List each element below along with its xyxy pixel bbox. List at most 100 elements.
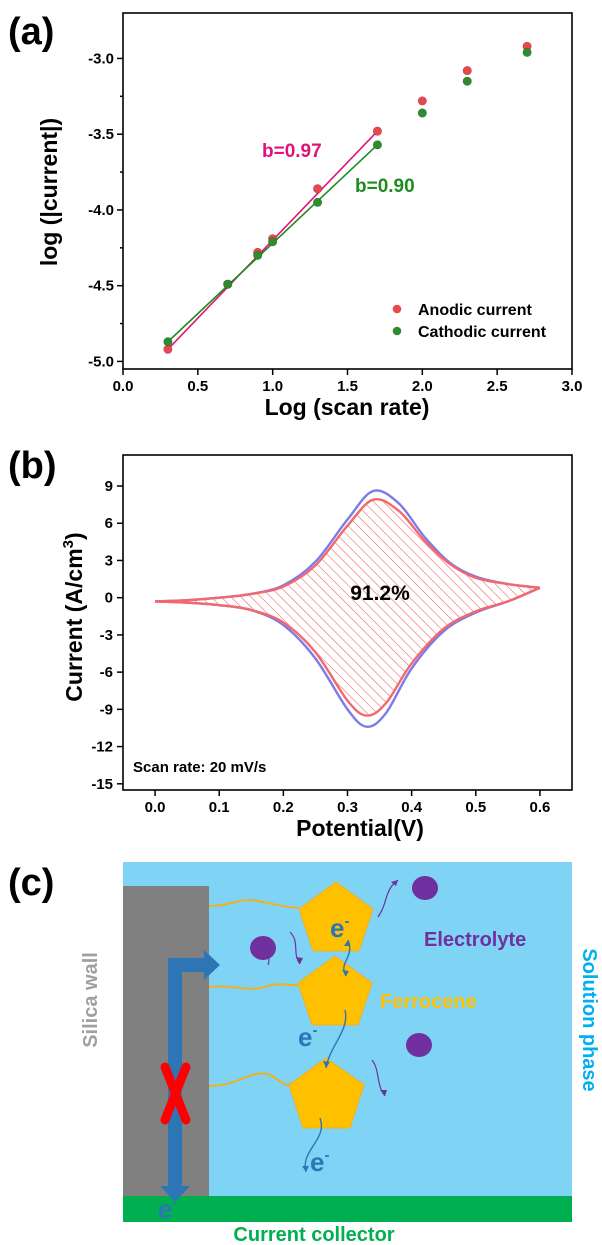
electron-3-sup: - xyxy=(324,1147,329,1164)
electron-label-1: e- xyxy=(330,913,349,943)
ferrocene-pentagon-3 xyxy=(288,1057,365,1129)
electron-1-sup: - xyxy=(344,913,349,930)
blocked-path-mark xyxy=(160,1062,191,1125)
current-collector-bar xyxy=(123,1196,572,1222)
ferrocene-pentagon-1 xyxy=(298,881,374,952)
hatched-area xyxy=(155,499,540,716)
chart-b-ticks: 0.0 0.1 0.2 0.3 0.4 0.5 0.6 9 6 3 0 -3 -6 -9 -12 -15 xyxy=(91,478,550,816)
electrolyte-ion-1 xyxy=(412,876,438,900)
anodic-point xyxy=(462,65,472,76)
hop-arrowhead-4 xyxy=(302,1166,309,1172)
electrolyte-ion-2 xyxy=(250,936,276,960)
cathodic-point xyxy=(312,197,323,207)
block-stroke-2 xyxy=(160,1062,191,1125)
electron-2-base: e xyxy=(298,1022,312,1052)
ion-arrow-3 xyxy=(266,937,271,966)
chart-a-xtick-label: 1.5 xyxy=(337,378,358,395)
legend-label-cathodic: Cathodic current xyxy=(418,324,547,341)
ferrocene-pentagon-2 xyxy=(297,955,373,1026)
hop-arrowhead-2 xyxy=(342,970,349,976)
chart-a-xtick-label: 2.5 xyxy=(487,378,508,395)
diagram-c: e- e- e- e- Electrolyte Ferrocene Silica… xyxy=(80,862,600,1245)
panel-a-label: (a) xyxy=(8,11,54,53)
chart-b-xtick-label: 0.1 xyxy=(209,799,230,816)
anodic-point xyxy=(372,126,383,136)
chart-a-points xyxy=(163,41,532,354)
cathodic-point xyxy=(253,250,263,260)
chart-b-xtick-label: 0.2 xyxy=(273,799,294,816)
cathodic-point xyxy=(163,337,173,347)
chart-a-ytick-label: -3.0 xyxy=(88,50,114,67)
linker-middle xyxy=(208,983,299,990)
chart-a-xtick-label: 1.0 xyxy=(262,378,283,395)
chart-b-xtick-label: 0.6 xyxy=(529,799,550,816)
electron-4-base: e xyxy=(158,1194,172,1224)
panel-b-label: (b) xyxy=(8,445,57,487)
scan-rate-note: Scan rate: 20 mV/s xyxy=(133,759,266,776)
chart-a-xtick-label: 3.0 xyxy=(562,378,583,395)
cv-inner-lower-curve xyxy=(155,586,541,717)
cathodic-point xyxy=(268,237,278,247)
chart-a-xlabel: Log (scan rate) xyxy=(265,394,430,420)
chart-b-curves xyxy=(155,489,541,728)
panel-c-label: (c) xyxy=(8,862,54,904)
electron-2-sup: - xyxy=(312,1022,317,1039)
legend-marker-anodic xyxy=(392,304,402,314)
legend-a: Anodic current Cathodic current xyxy=(392,302,547,341)
chart-b-ytick-label: 0 xyxy=(105,590,113,607)
electron-1-base: e xyxy=(330,913,344,943)
electrolyte-label: Electrolyte xyxy=(424,929,526,951)
chart-b-ylabel-tail: ) xyxy=(61,532,87,540)
chart-b-ytick-label: 6 xyxy=(105,515,113,532)
chart-b-ytick-label: 3 xyxy=(105,552,113,569)
chart-a-ytick-label: -4.0 xyxy=(88,202,114,219)
chart-b-xtick-label: 0.3 xyxy=(337,799,358,816)
area-percent-label: 91.2% xyxy=(350,582,410,605)
chart-a-xtick-label: 2.0 xyxy=(412,378,433,395)
ferrocene-label: Ferrocene xyxy=(380,991,477,1013)
chart-b-ytick-label: -15 xyxy=(91,776,113,793)
solution-phase-label: Solution phase xyxy=(578,948,600,1091)
electron-path-arrowhead-right xyxy=(204,950,220,980)
chart-a-ytick-label: -5.0 xyxy=(88,353,114,370)
silica-wall-label: Silica wall xyxy=(80,952,102,1048)
chart-b-ytick-label: -9 xyxy=(100,701,113,718)
fit-label-cathodic: b=0.90 xyxy=(355,176,415,197)
chart-a-ytick-label: -3.5 xyxy=(88,126,114,143)
hop-arrowheads xyxy=(302,940,350,1172)
chart-b: 0.0 0.1 0.2 0.3 0.4 0.5 0.6 9 6 3 0 -3 -6 -9 -12 -15 91… xyxy=(60,454,573,841)
linker-top xyxy=(208,899,299,909)
electron-label-2: e- xyxy=(298,1022,317,1052)
linker-bottom xyxy=(208,1072,291,1087)
chart-b-ytick-label: -12 xyxy=(91,739,113,756)
chart-b-xlabel: Potential(V) xyxy=(296,815,424,841)
electron-3-base: e xyxy=(310,1147,324,1177)
chart-b-ylabel-sup: 3 xyxy=(60,540,77,548)
ion-arrowhead-3 xyxy=(380,1090,387,1096)
anodic-point xyxy=(312,184,323,194)
chart-b-ytick-label: -6 xyxy=(100,664,113,681)
chart-b-xtick-label: 0.4 xyxy=(401,799,423,816)
chart-a-xtick-label: 0.0 xyxy=(113,378,134,395)
electron-4-sup: - xyxy=(172,1194,177,1211)
ion-arrowhead-1 xyxy=(391,880,398,886)
anodic-point xyxy=(417,96,427,106)
electron-path-arrowhead-down xyxy=(160,1186,190,1202)
cv-inner-upper-curve xyxy=(155,497,541,603)
cathodic-point xyxy=(372,140,383,150)
ion-arrow-2 xyxy=(289,931,301,965)
legend-marker-cathodic xyxy=(392,326,402,336)
chart-a-xtick-label: 0.5 xyxy=(187,378,208,395)
chart-b-ylabel-main: Current (A/cm xyxy=(61,548,87,701)
ion-arrowheads xyxy=(296,880,398,1096)
electron-label-4: e- xyxy=(158,1194,177,1224)
electron-label-3: e- xyxy=(310,1147,329,1177)
chart-b-xtick-label: 0.5 xyxy=(465,799,486,816)
cathodic-point xyxy=(522,47,532,57)
chart-a-ylabel: log (|current|) xyxy=(36,118,62,266)
chart-b-ylabel: Current (A/cm3) xyxy=(60,532,87,701)
chart-b-xtick-label: 0.0 xyxy=(145,799,166,816)
cathodic-point xyxy=(223,279,233,289)
fit-label-anodic: b=0.97 xyxy=(262,141,322,162)
